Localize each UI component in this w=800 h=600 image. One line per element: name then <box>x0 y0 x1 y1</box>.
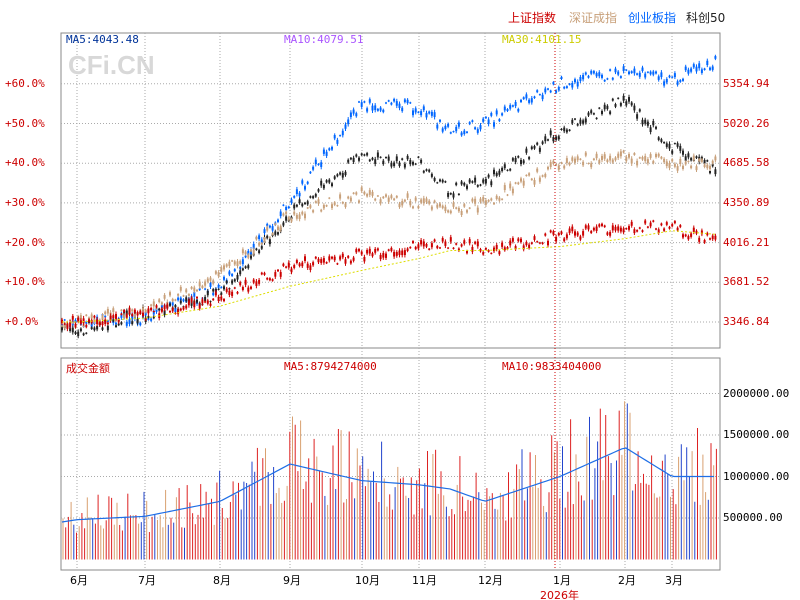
ma10-label: MA10:4079.51 <box>284 33 364 46</box>
volume-y-tick: 1000000.00 <box>723 469 790 483</box>
ma5-label: MA5:4043.48 <box>66 33 139 46</box>
y-tick-left: +10.0% <box>5 275 45 289</box>
y-tick-right: 3681.52 <box>723 275 770 289</box>
x-tick-label: 9月 <box>283 574 301 587</box>
volume-y-tick: 1500000.00 <box>723 428 790 441</box>
x-tick-label: 6月 <box>70 574 88 587</box>
volume-ma-line <box>61 447 714 523</box>
volume-y-tick: 2000000.00 <box>723 386 790 400</box>
volume-ma10-label: MA10:9833404000 <box>502 360 602 373</box>
y-tick-left: +40.0% <box>5 156 45 170</box>
ma30-line <box>62 230 717 323</box>
legend-chinext[interactable]: 创业板指 <box>628 11 677 25</box>
legend-shanghai[interactable]: 上证指数 <box>508 11 557 25</box>
watermark-logo: CFi.CN <box>68 50 155 80</box>
x-tick-label: 11月 <box>412 574 437 587</box>
volume-ma5-label: MA5:8794274000 <box>284 360 377 373</box>
y-tick-left: +60.0% <box>5 76 45 90</box>
y-tick-left: +50.0% <box>5 116 45 130</box>
x-tick-label: 12月 <box>478 574 503 587</box>
y-tick-right: 4350.89 <box>723 195 770 209</box>
y-tick-right: 5354.94 <box>723 76 770 90</box>
x-tick-label: 2月 <box>618 574 636 587</box>
volume-panel-frame <box>60 357 721 571</box>
price-panel-frame <box>60 32 721 349</box>
volume-y-tick: 500000.00 <box>723 511 783 524</box>
x-tick-label: 7月 <box>138 574 156 587</box>
year-label: 2026年 <box>540 589 579 600</box>
x-tick-label: 10月 <box>355 574 380 587</box>
y-tick-left: +20.0% <box>5 235 45 249</box>
y-tick-right: 4685.58 <box>723 156 770 170</box>
ma30-label: MA30:4101.15 <box>502 33 582 46</box>
x-tick-label: 3月 <box>665 574 683 587</box>
y-tick-left: +30.0% <box>5 195 45 209</box>
x-tick-label: 1月 <box>553 574 571 587</box>
y-tick-left: +0.0% <box>5 315 39 328</box>
legend-star50[interactable]: 科创50 <box>686 11 726 25</box>
legend-shenzhen[interactable]: 深证成指 <box>569 11 618 25</box>
volume-title: 成交金额 <box>66 362 110 375</box>
y-tick-right: 4016.21 <box>723 235 770 249</box>
y-tick-right: 3346.84 <box>723 315 770 328</box>
x-tick-label: 8月 <box>213 574 231 587</box>
y-tick-right: 5020.26 <box>723 116 770 130</box>
